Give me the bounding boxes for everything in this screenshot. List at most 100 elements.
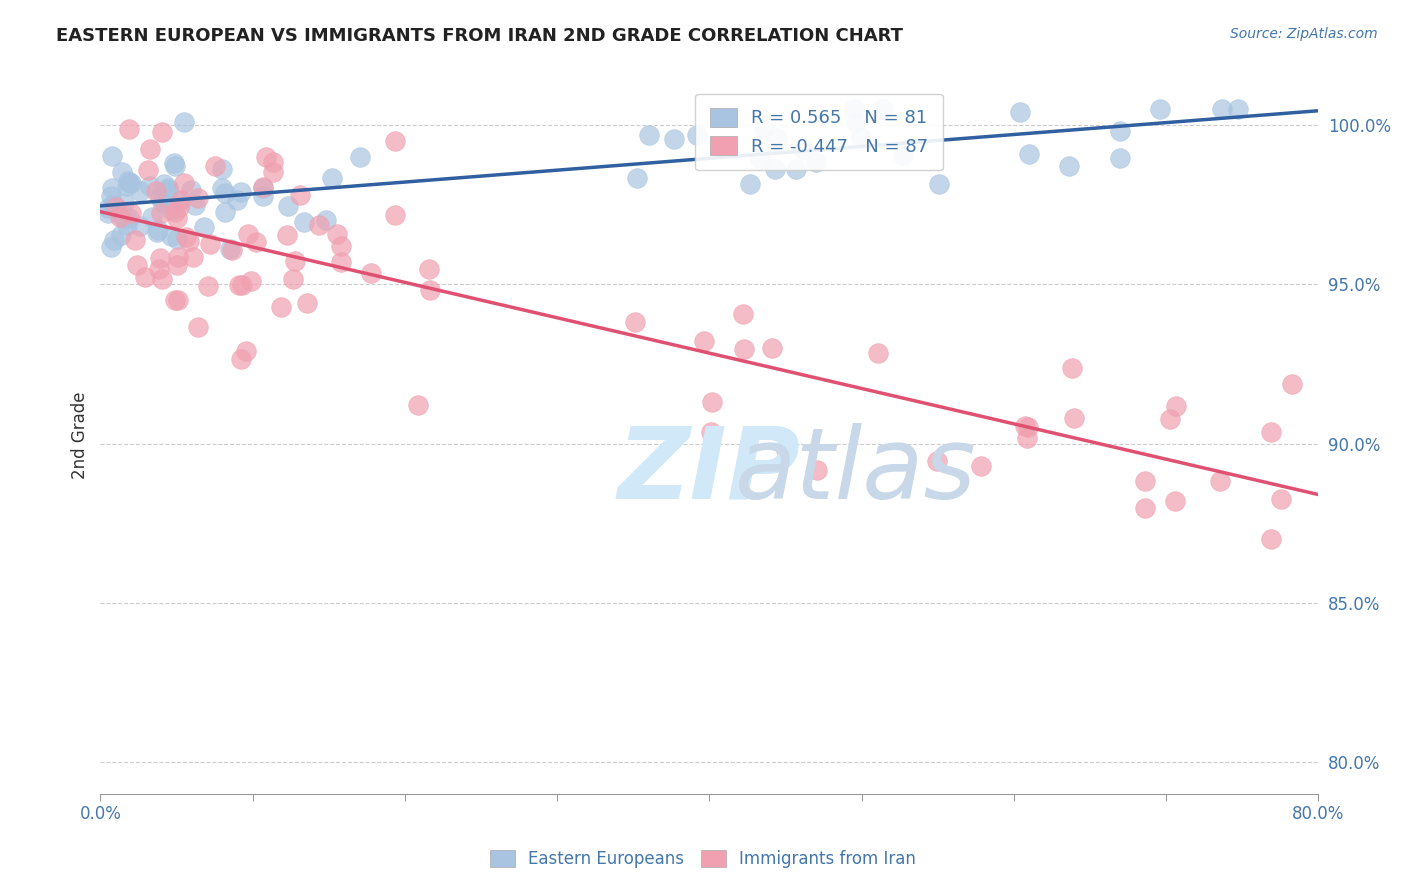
Y-axis label: 2nd Grade: 2nd Grade — [72, 392, 89, 479]
Point — [138, 143, 160, 157]
Point — [406, 399, 429, 413]
Point — [166, 251, 188, 265]
Point — [1135, 474, 1157, 488]
Point — [141, 211, 163, 225]
Point — [806, 462, 828, 476]
Point — [1164, 494, 1187, 508]
Point — [117, 179, 139, 194]
Point — [1108, 151, 1130, 165]
Point — [145, 225, 167, 239]
Point — [120, 206, 142, 220]
Point — [1270, 492, 1292, 507]
Point — [163, 155, 186, 169]
Point — [664, 132, 686, 146]
Point — [349, 150, 371, 164]
Text: ZIP: ZIP — [617, 423, 801, 520]
Point — [1260, 425, 1282, 440]
Point — [806, 154, 828, 169]
Point — [693, 334, 716, 348]
Point — [276, 228, 298, 243]
Point — [1211, 103, 1233, 117]
Point — [166, 259, 188, 273]
Point — [149, 206, 172, 220]
Point — [845, 115, 868, 129]
Point — [187, 320, 209, 334]
Point — [145, 184, 167, 198]
Point — [97, 201, 120, 215]
Point — [101, 149, 124, 163]
Point — [118, 177, 141, 191]
Legend: Eastern Europeans, Immigrants from Iran: Eastern Europeans, Immigrants from Iran — [484, 843, 922, 875]
Point — [763, 162, 786, 177]
Point — [118, 211, 141, 225]
Point — [163, 159, 186, 173]
Point — [849, 130, 872, 145]
Point — [872, 103, 894, 117]
Point — [117, 174, 139, 188]
Point — [159, 229, 181, 244]
Legend: R = 0.565    N = 81, R = -0.447   N = 87: R = 0.565 N = 81, R = -0.447 N = 87 — [695, 94, 942, 170]
Point — [749, 152, 772, 166]
Point — [187, 191, 209, 205]
Point — [1260, 532, 1282, 546]
Point — [228, 277, 250, 292]
Point — [1164, 399, 1187, 413]
Point — [155, 197, 177, 211]
Point — [262, 165, 284, 179]
Point — [204, 159, 226, 173]
Point — [166, 232, 188, 246]
Point — [104, 200, 127, 214]
Point — [125, 259, 148, 273]
Point — [112, 196, 135, 211]
Point — [326, 227, 349, 241]
Point — [700, 395, 723, 409]
Point — [219, 242, 242, 256]
Point — [283, 272, 305, 286]
Point — [1159, 412, 1181, 426]
Point — [1108, 124, 1130, 138]
Point — [111, 211, 134, 225]
Point — [97, 206, 120, 220]
Point — [231, 185, 253, 199]
Point — [1063, 411, 1085, 425]
Point — [150, 125, 173, 139]
Point — [136, 163, 159, 178]
Point — [221, 243, 243, 257]
Point — [384, 208, 406, 222]
Point — [225, 193, 247, 207]
Point — [150, 194, 173, 209]
Point — [163, 204, 186, 219]
Point — [197, 278, 219, 293]
Point — [231, 277, 253, 292]
Point — [149, 189, 172, 203]
Point — [166, 211, 188, 226]
Point — [752, 121, 775, 136]
Point — [193, 219, 215, 234]
Point — [101, 198, 124, 212]
Point — [152, 178, 174, 192]
Point — [252, 181, 274, 195]
Point — [1135, 500, 1157, 515]
Point — [785, 161, 807, 176]
Point — [180, 183, 202, 197]
Point — [733, 342, 755, 356]
Point — [139, 178, 162, 193]
Point — [262, 155, 284, 169]
Point — [103, 233, 125, 247]
Point — [329, 239, 352, 253]
Point — [297, 296, 319, 310]
Point — [150, 271, 173, 285]
Point — [184, 198, 207, 212]
Point — [134, 269, 156, 284]
Point — [793, 143, 815, 157]
Point — [1057, 159, 1080, 173]
Point — [292, 214, 315, 228]
Point — [155, 185, 177, 199]
Point — [173, 115, 195, 129]
Point — [891, 148, 914, 162]
Point — [321, 171, 343, 186]
Point — [108, 210, 131, 224]
Point — [211, 162, 233, 177]
Point — [163, 293, 186, 307]
Text: atlas: atlas — [735, 423, 976, 520]
